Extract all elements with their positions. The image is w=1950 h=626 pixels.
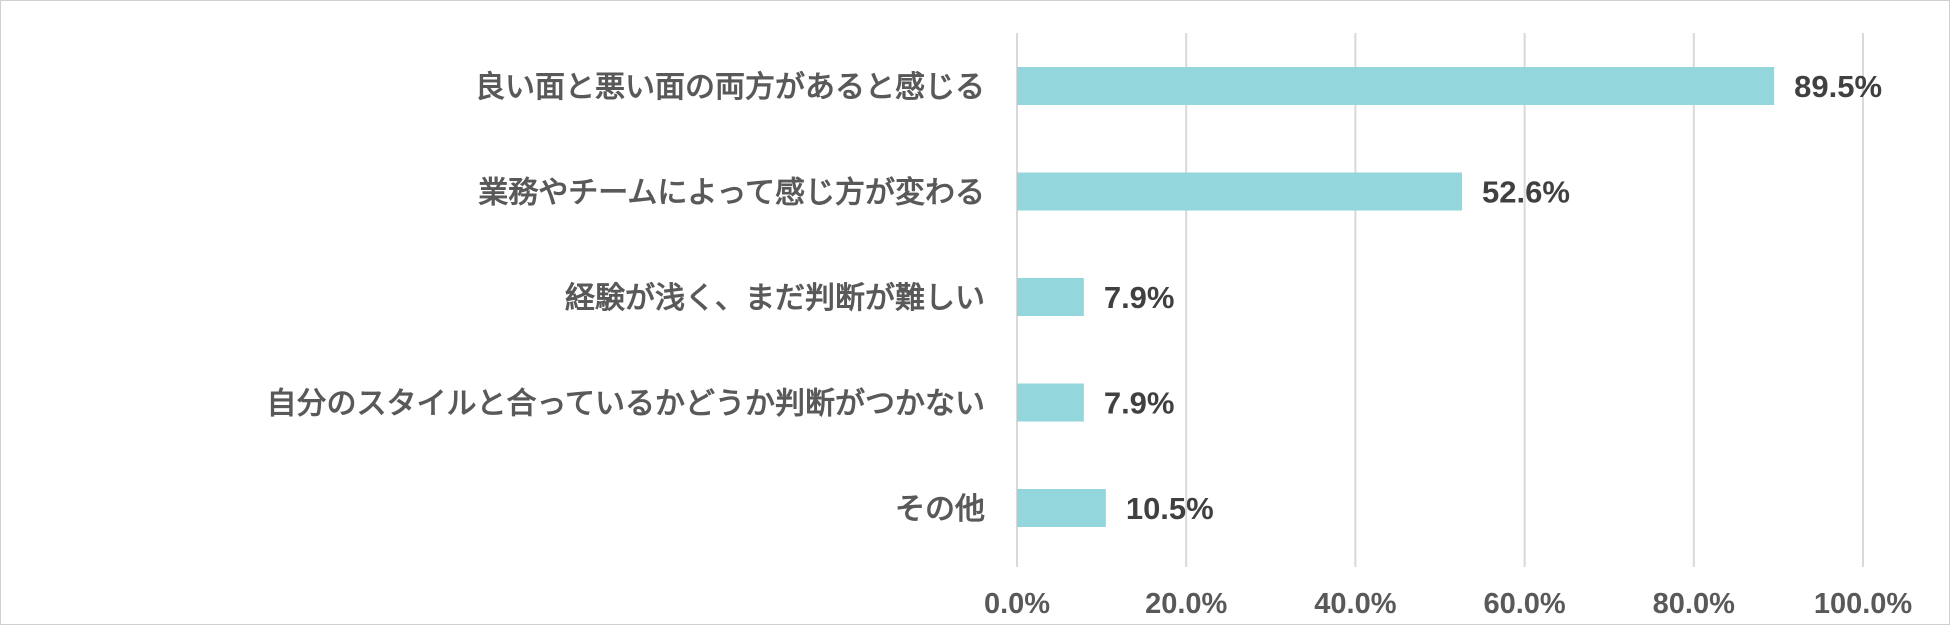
- value-label: 89.5%: [1794, 69, 1882, 104]
- x-axis-ticks: 0.0% 20.0% 40.0% 60.0% 80.0% 100.0%: [984, 588, 1912, 620]
- bar: [1017, 172, 1462, 211]
- x-tick-label: 100.0%: [1814, 588, 1913, 620]
- x-tick-label: 60.0%: [1483, 588, 1565, 620]
- category-label: 経験が浅く、まだ判断が難しい: [565, 281, 985, 316]
- value-label: 7.9%: [1104, 280, 1175, 315]
- value-labels: 89.5% 52.6% 7.9% 7.9% 10.5%: [1104, 69, 1882, 526]
- x-tick-label: 80.0%: [1653, 588, 1735, 620]
- value-label: 7.9%: [1104, 386, 1175, 421]
- x-tick-label: 20.0%: [1145, 588, 1227, 620]
- gridlines: [1016, 33, 1864, 567]
- bar: [1017, 383, 1084, 422]
- category-label: 良い面と悪い面の両方があると感じる: [475, 70, 985, 105]
- bars: [1017, 67, 1775, 527]
- x-tick-label: 0.0%: [984, 588, 1050, 620]
- value-label: 52.6%: [1482, 175, 1570, 210]
- bar: [1017, 489, 1106, 527]
- value-label: 10.5%: [1126, 491, 1214, 526]
- bar: [1017, 67, 1775, 105]
- category-labels: 良い面と悪い面の両方があると感じる業務やチームによって感じ方が変わる経験が浅く、…: [267, 70, 986, 527]
- bar: [1017, 278, 1084, 316]
- category-label: 業務やチームによって感じ方が変わる: [478, 176, 985, 211]
- category-label: 自分のスタイルと合っているかどうか判断がつかない: [267, 387, 986, 422]
- x-tick-label: 40.0%: [1314, 588, 1396, 620]
- category-label: その他: [895, 492, 985, 527]
